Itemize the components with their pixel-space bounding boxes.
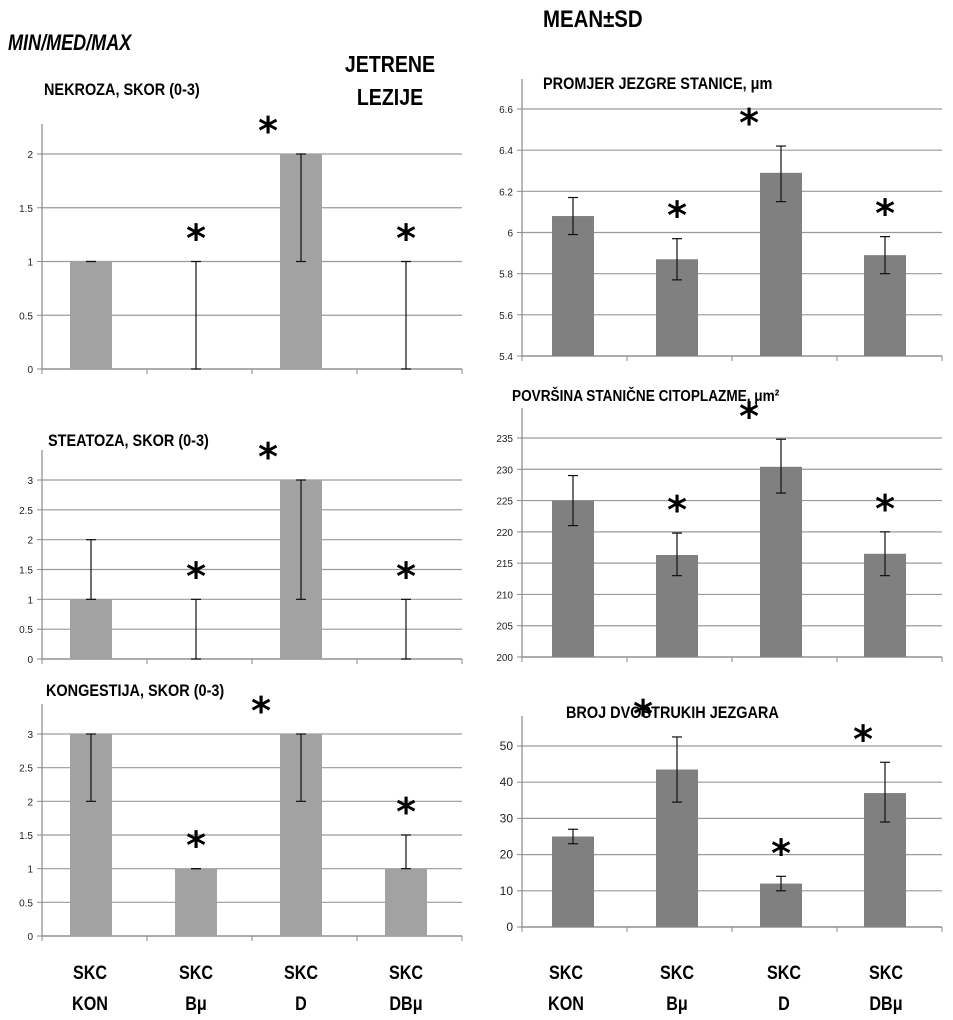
y-tick-label: 215 bbox=[496, 559, 513, 570]
y-tick-label: 2.5 bbox=[19, 764, 33, 775]
y-tick-label: 2 bbox=[27, 536, 33, 547]
y-tick-label: 230 bbox=[496, 465, 513, 476]
right-category-bmu: SKC Bμ bbox=[659, 963, 695, 1015]
left-category-bmu: SKC Bμ bbox=[178, 963, 214, 1015]
y-tick-label: 3 bbox=[27, 730, 33, 741]
significance-asterisk: * bbox=[667, 488, 687, 532]
significance-asterisk: * bbox=[396, 790, 416, 834]
y-tick-label: 0 bbox=[506, 920, 513, 934]
significance-asterisk: * bbox=[853, 717, 873, 761]
center-header: JETRENE LEZIJE bbox=[329, 48, 451, 114]
y-tick-label: 3 bbox=[27, 476, 33, 487]
center-header-line2: LEZIJE bbox=[356, 84, 424, 110]
significance-asterisk: * bbox=[875, 192, 895, 236]
y-tick-label: 0.5 bbox=[19, 625, 33, 636]
chart-title-broj: BROJ DVOSTRUKIH JEZGARA bbox=[566, 703, 779, 722]
left-category-kon: SKC KON bbox=[72, 963, 108, 1015]
significance-asterisk: * bbox=[186, 554, 206, 598]
y-tick-label: 200 bbox=[496, 653, 513, 664]
right-category-d: SKC D bbox=[766, 963, 802, 1015]
y-tick-label: 2 bbox=[27, 150, 33, 161]
y-tick-label: 1 bbox=[27, 865, 33, 876]
chart-title-povrsina: POVRŠINA STANIČNE CITOPLAZME, μm² bbox=[512, 388, 780, 405]
y-tick-label: 6 bbox=[507, 229, 513, 240]
significance-asterisk: * bbox=[771, 831, 791, 875]
bar bbox=[385, 868, 427, 936]
left-header: MIN/MED/MAX bbox=[8, 30, 132, 55]
y-tick-label: 0.5 bbox=[19, 898, 33, 909]
right-category-dbmu: SKC DBμ bbox=[868, 963, 904, 1015]
y-tick-label: 6.4 bbox=[499, 146, 513, 157]
chart-title-promjer: PROMJER JEZGRE STANICE, μm bbox=[543, 74, 773, 93]
y-tick-label: 1.5 bbox=[19, 204, 33, 215]
bar bbox=[552, 836, 594, 927]
significance-asterisk: * bbox=[251, 689, 271, 733]
y-tick-label: 1 bbox=[27, 258, 33, 269]
y-tick-label: 210 bbox=[496, 590, 513, 601]
significance-asterisk: * bbox=[739, 394, 759, 438]
significance-asterisk: * bbox=[396, 554, 416, 598]
bar bbox=[70, 599, 112, 659]
significance-asterisk: * bbox=[258, 109, 278, 153]
y-tick-label: 10 bbox=[500, 884, 514, 898]
significance-asterisk: * bbox=[633, 692, 653, 736]
y-tick-label: 50 bbox=[500, 739, 514, 753]
y-tick-label: 30 bbox=[500, 811, 514, 825]
y-tick-label: 0 bbox=[27, 932, 33, 943]
left-category-dbmu: SKC DBμ bbox=[388, 963, 424, 1015]
chart-title-steatoza: STEATOZA, SKOR (0-3) bbox=[48, 431, 209, 450]
bar bbox=[70, 261, 112, 369]
chart-title-kongestija: KONGESTIJA, SKOR (0-3) bbox=[46, 681, 225, 700]
y-tick-label: 0 bbox=[27, 655, 33, 666]
significance-asterisk: * bbox=[875, 487, 895, 531]
significance-asterisk: * bbox=[667, 194, 687, 238]
y-tick-label: 40 bbox=[500, 775, 514, 789]
significance-asterisk: * bbox=[186, 217, 206, 261]
y-tick-label: 5.4 bbox=[499, 352, 513, 363]
y-tick-label: 1.5 bbox=[19, 831, 33, 842]
y-tick-label: 1 bbox=[27, 595, 33, 606]
bar bbox=[175, 868, 217, 936]
bar bbox=[760, 172, 802, 356]
right-header: MEAN±SD bbox=[543, 6, 643, 33]
y-tick-label: 2.5 bbox=[19, 506, 33, 517]
significance-asterisk: * bbox=[396, 217, 416, 261]
center-header-line1: JETRENE bbox=[344, 51, 436, 77]
y-tick-label: 220 bbox=[496, 528, 513, 539]
bar bbox=[552, 500, 594, 657]
bar bbox=[760, 466, 802, 657]
significance-asterisk: * bbox=[186, 824, 206, 868]
chart-title-nekroza: NEKROZA, SKOR (0-3) bbox=[44, 80, 200, 99]
y-tick-label: 5.8 bbox=[499, 270, 513, 281]
y-tick-label: 6.6 bbox=[499, 105, 513, 116]
y-tick-label: 235 bbox=[496, 434, 513, 445]
significance-asterisk: * bbox=[739, 101, 759, 145]
y-tick-label: 0 bbox=[27, 365, 33, 376]
significance-asterisk: * bbox=[258, 435, 278, 479]
y-tick-label: 20 bbox=[500, 848, 514, 862]
y-tick-label: 0.5 bbox=[19, 311, 33, 322]
y-tick-label: 225 bbox=[496, 497, 513, 508]
y-tick-label: 6.2 bbox=[499, 187, 513, 198]
y-tick-label: 205 bbox=[496, 622, 513, 633]
left-category-d: SKC D bbox=[283, 963, 319, 1015]
y-tick-label: 1.5 bbox=[19, 566, 33, 577]
bar bbox=[552, 216, 594, 356]
right-category-kon: SKC KON bbox=[548, 963, 584, 1015]
y-tick-label: 5.6 bbox=[499, 311, 513, 322]
y-tick-label: 2 bbox=[27, 797, 33, 808]
